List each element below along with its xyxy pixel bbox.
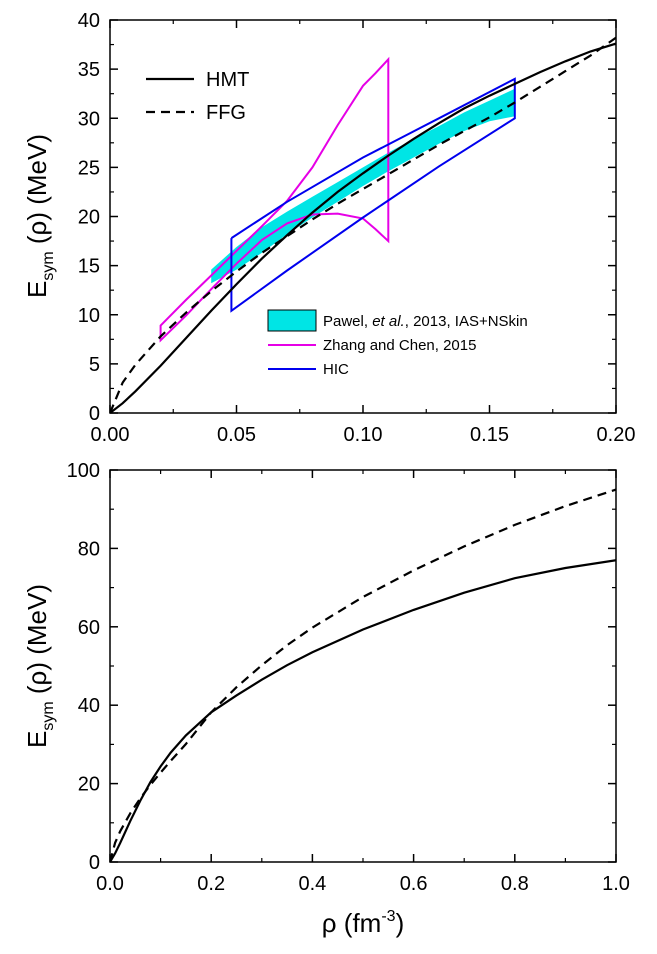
top-ytick-label: 0 (89, 403, 100, 425)
constraint-regions-layer (159, 56, 516, 343)
bottom-ytick-label: 100 (67, 460, 100, 482)
top-chart-panel: 0.00 0.05 0.10 0.15 0.20 0 5 10 15 20 25 30 35 40 Esy… (22, 10, 635, 446)
legend-pawel-swatch (267, 309, 317, 332)
bottom-xtick-label: 1.0 (602, 873, 630, 895)
legend-pawel-label: Pawel, et al., 2013, IAS+NSkin (323, 313, 528, 330)
bottom-y-axis-label: Esym (ρ) (MeV) (22, 584, 57, 748)
top-y-label-sub: sym (40, 251, 57, 280)
bottom-chart-panel: 0.0 0.2 0.4 0.6 0.8 1.0 0 20 40 60 80 100 Esym (ρ) … (22, 460, 630, 938)
legend-zhang-label: Zhang and Chen, 2015 (323, 337, 476, 354)
legend-pawel-label-pre: Pawel, (323, 313, 372, 330)
legend-hic-label: HIC (323, 361, 349, 378)
top-ytick-label: 10 (78, 305, 100, 327)
bottom-y-label-main: E (22, 731, 52, 748)
legend-hmt-label: HMT (206, 69, 249, 91)
top-y-label-rest: (ρ) (MeV) (22, 134, 52, 251)
bottom-xtick-label: 0.8 (501, 873, 529, 895)
legend-pawel-label-post: , 2013, IAS+NSkin (405, 313, 528, 330)
top-xtick-label: 0.00 (91, 424, 130, 446)
bottom-ytick-label: 40 (78, 695, 100, 717)
bottom-ytick-label: 60 (78, 617, 100, 639)
top-legend-lines: HMT FFG (146, 69, 249, 124)
bottom-xtick-label: 0.0 (96, 873, 124, 895)
top-ytick-label: 15 (78, 256, 100, 278)
top-y-label-main: E (22, 281, 52, 298)
top-series-layer (110, 36, 616, 413)
bottom-x-axis-label: ρ (fm-3) (322, 908, 404, 938)
top-xtick-label: 0.10 (344, 424, 383, 446)
bottom-xtick-label: 0.6 (400, 873, 428, 895)
bottom-series-layer (110, 488, 616, 862)
x-label-sup: -3 (381, 908, 395, 925)
top-legend-constraints: Pawel, et al., 2013, IAS+NSkin Zhang and… (267, 309, 528, 378)
top-y-axis-label: Esym (ρ) (MeV) (22, 134, 57, 298)
top-ytick-label: 30 (78, 108, 100, 130)
bottom-y-label-rest: (ρ) (MeV) (22, 584, 52, 701)
top-xtick-label: 0.05 (217, 424, 256, 446)
top-ytick-label: 20 (78, 207, 100, 229)
top-ytick-label: 5 (89, 354, 100, 376)
x-label-post: ) (396, 908, 405, 938)
bottom-series-hmt-line (110, 559, 616, 862)
pawel-band (211, 88, 515, 284)
top-xtick-label: 0.15 (470, 424, 509, 446)
top-series-hmt-line (110, 42, 616, 413)
bottom-xtick-label: 0.4 (298, 873, 326, 895)
bottom-series-ffg-line (110, 488, 616, 862)
bottom-ytick-label: 20 (78, 774, 100, 796)
hic-region (230, 77, 516, 313)
top-axis-ticks: 0.00 0.05 0.10 0.15 0.20 0 5 10 15 20 25 30 35 40 (78, 10, 636, 446)
bottom-ytick-label: 0 (89, 852, 100, 874)
bottom-xtick-label: 0.2 (197, 873, 225, 895)
top-ytick-label: 25 (78, 157, 100, 179)
bottom-axis-ticks: 0.0 0.2 0.4 0.6 0.8 1.0 0 20 40 60 80 100 (67, 460, 630, 895)
pawel-band-layer (211, 88, 515, 284)
top-ytick-label: 40 (78, 10, 100, 32)
bottom-ytick-label: 80 (78, 538, 100, 560)
bottom-plot-frame (109, 469, 617, 863)
top-series-ffg-line (110, 36, 616, 413)
legend-ffg-label: FFG (206, 102, 246, 124)
x-label-pre: ρ (fm (322, 908, 382, 938)
legend-pawel-label-em: et al. (372, 313, 405, 330)
top-ytick-label: 35 (78, 59, 100, 81)
bottom-y-label-sub: sym (40, 701, 57, 730)
zhang-chen-region (159, 56, 390, 343)
top-xtick-label: 0.20 (597, 424, 636, 446)
